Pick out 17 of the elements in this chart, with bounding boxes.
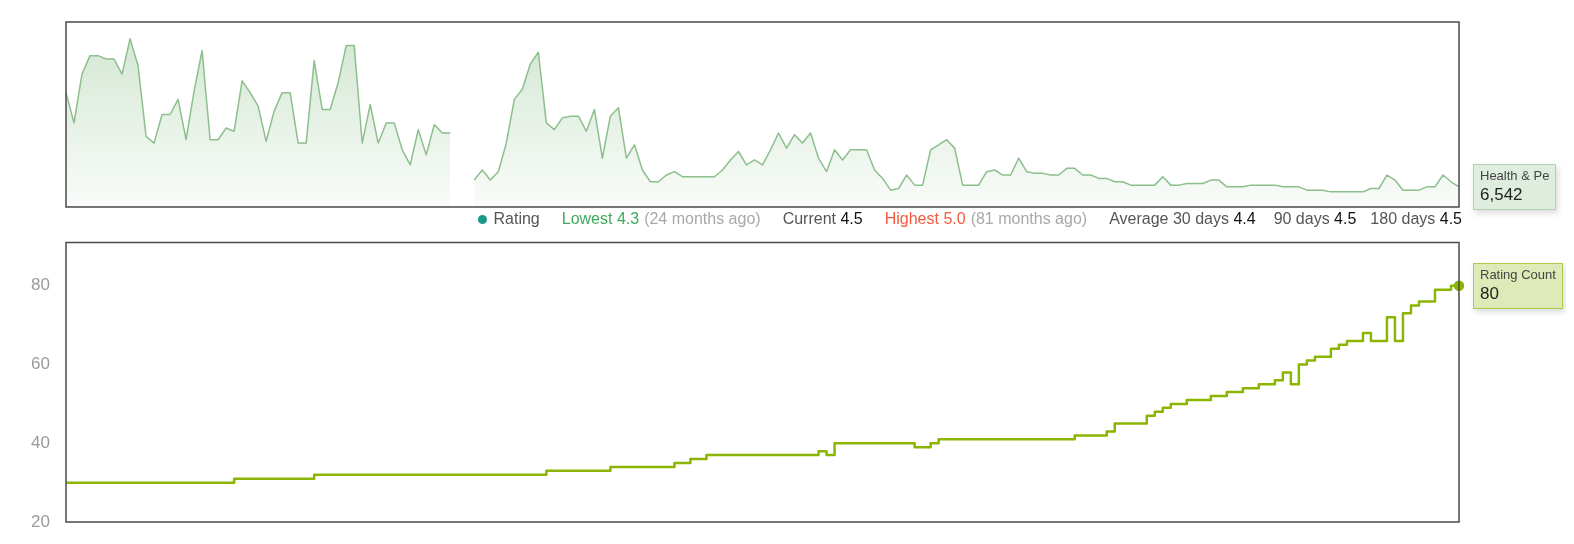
text: Highest 5.0: [884, 210, 966, 228]
text: (81 months ago): [970, 210, 1088, 228]
text: Current 4.5: [782, 210, 863, 228]
text: Health & Pe: [1480, 167, 1550, 184]
text: Average 30 days 4.4: [1109, 210, 1256, 228]
text: 90 days 4.5: [1273, 210, 1357, 228]
y-tick-label: 80: [31, 275, 50, 295]
text: Lowest 4.3: [561, 210, 640, 228]
y-tick-label: 60: [31, 354, 50, 374]
text: 6,542: [1480, 183, 1524, 205]
text: Rating: [493, 210, 540, 228]
text: (24 months ago): [644, 210, 761, 228]
series-label: Rating Count: [1480, 266, 1556, 283]
text: 180 days 4.5: [1370, 210, 1462, 228]
y-tick-label: 40: [31, 432, 50, 452]
data-label: 80: [1480, 282, 1500, 304]
y-tick-label: 20: [31, 511, 50, 531]
